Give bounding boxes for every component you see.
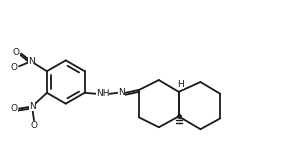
Text: N: N [28, 57, 34, 66]
Text: O: O [11, 63, 18, 72]
Text: O: O [30, 121, 38, 130]
Text: N: N [118, 88, 125, 97]
Text: H: H [177, 81, 184, 89]
Text: O: O [11, 104, 18, 113]
Text: O: O [13, 48, 20, 57]
Text: NH: NH [96, 89, 109, 98]
Text: N: N [29, 102, 36, 111]
